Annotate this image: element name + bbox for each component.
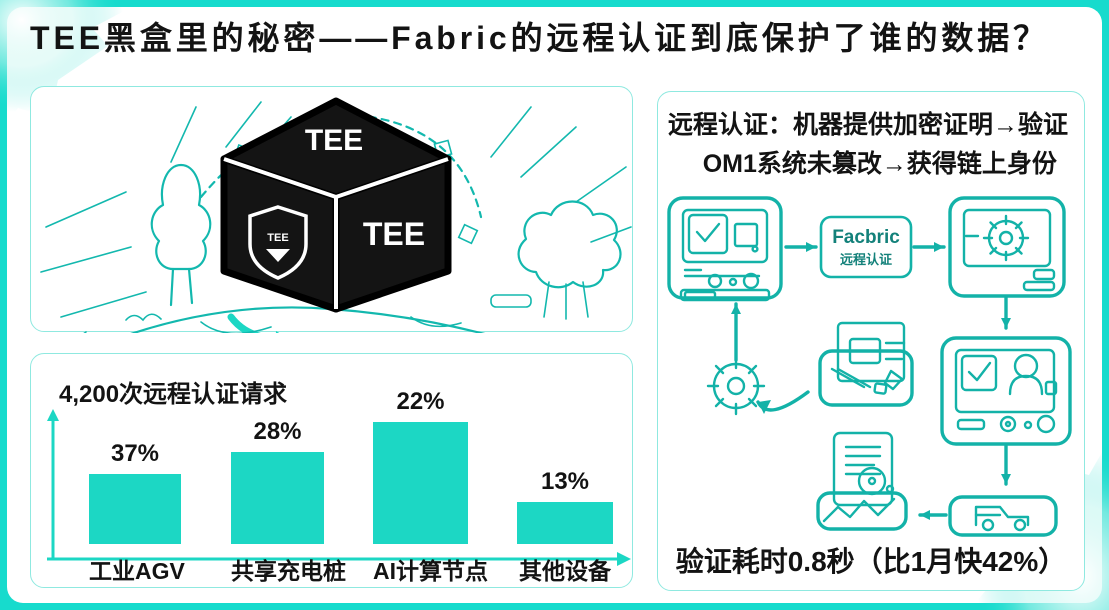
svg-text:TEE: TEE <box>363 216 425 252</box>
svg-text:Facbric: Facbric <box>832 227 900 248</box>
svg-text:TEE: TEE <box>305 124 363 157</box>
svg-text:TEE: TEE <box>267 232 288 244</box>
svg-text:远程认证: 远程认证 <box>840 252 892 267</box>
